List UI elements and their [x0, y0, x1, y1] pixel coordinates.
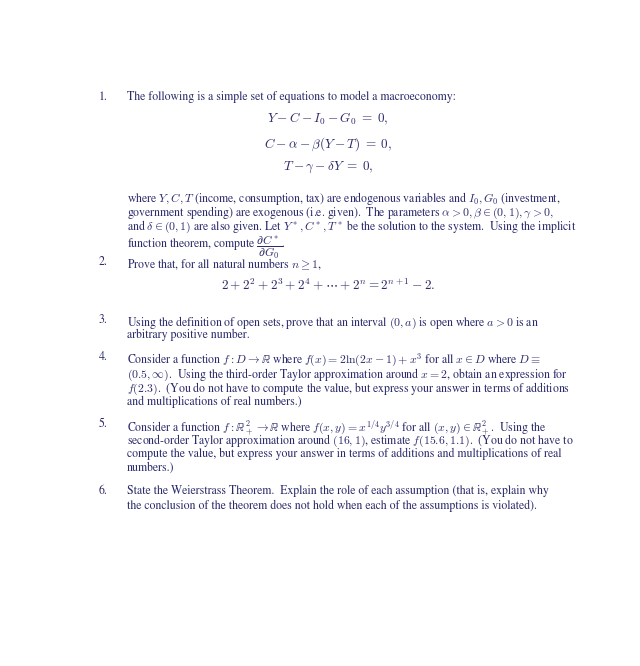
Text: compute the value, but express your answer in terms of additions and multiplicat: compute the value, but express your answ… [127, 448, 562, 460]
Text: The following is a simple set of equations to model a macroeconomy:: The following is a simple set of equatio… [127, 91, 456, 103]
Text: Consider a function $f : D \to \mathbb{R}$ where $f(x) = 2\ln(2x-1) + x^3$ for a: Consider a function $f : D \to \mathbb{R… [127, 352, 541, 369]
Text: numbers.): numbers.) [127, 462, 175, 474]
Text: government spending) are exogenous (i.e. given).  The parameters $\alpha > 0, \b: government spending) are exogenous (i.e.… [127, 204, 554, 221]
Text: and multiplications of real numbers.): and multiplications of real numbers.) [127, 396, 301, 408]
Text: $T - \gamma - \delta Y \;=\; 0,$: $T - \gamma - \delta Y \;=\; 0,$ [283, 161, 373, 175]
Text: second-order Taylor approximation around $(16,1)$, estimate $f(15.6, 1.1)$.  (Yo: second-order Taylor approximation around… [127, 433, 573, 450]
Text: Using the definition of open sets, prove that an interval $(0, a)$ is open where: Using the definition of open sets, prove… [127, 314, 539, 330]
Text: State the Weierstrass Theorem.  Explain the role of each assumption (that is, ex: State the Weierstrass Theorem. Explain t… [127, 485, 549, 497]
Text: 1.: 1. [99, 91, 108, 103]
Text: arbitrary positive number.: arbitrary positive number. [127, 329, 250, 341]
Text: $(0.5, \infty)$.  Using the third-order Taylor approximation around $x = 2$, obt: $(0.5, \infty)$. Using the third-order T… [127, 366, 568, 382]
Text: 6.: 6. [99, 485, 108, 497]
Text: and $\delta \in (0,1)$ are also given. Let $Y^*, C^*, T^*$ be the solution to th: and $\delta \in (0,1)$ are also given. L… [127, 219, 577, 236]
Text: $C - \alpha - \beta(Y - T) \;=\; 0,$: $C - \alpha - \beta(Y - T) \;=\; 0,$ [264, 136, 392, 153]
Text: $Y - C - I_0 - G_0 \;=\; 0,$: $Y - C - I_0 - G_0 \;=\; 0,$ [268, 111, 388, 127]
Text: $2 + 2^2 + 2^3 + 2^4 + \cdots + 2^n = 2^{n+1} - 2.$: $2 + 2^2 + 2^3 + 2^4 + \cdots + 2^n = 2^… [221, 276, 435, 292]
Text: where $Y, C, T$ (income, consumption, tax) are endogenous variables and $I_0, G_: where $Y, C, T$ (income, consumption, ta… [127, 190, 561, 207]
Text: Consider a function $f : \mathbb{R}^2_+ \to \mathbb{R}$ where $f(x,y) = x^{1/4}y: Consider a function $f : \mathbb{R}^2_+ … [127, 418, 547, 438]
Text: 4.: 4. [99, 352, 108, 364]
Text: $f(2.3)$.  (You do not have to compute the value, but express your answer in ter: $f(2.3)$. (You do not have to compute th… [127, 381, 570, 397]
Text: 5.: 5. [99, 418, 108, 430]
Text: 3.: 3. [99, 314, 108, 326]
Text: Prove that, for all natural numbers $n \geq 1$,: Prove that, for all natural numbers $n \… [127, 256, 322, 272]
Text: function theorem, compute $\dfrac{\partial C^*}{\partial G_0}$.: function theorem, compute $\dfrac{\parti… [127, 234, 286, 262]
Text: 2.: 2. [99, 256, 108, 268]
Text: the conclusion of the theorem does not hold when each of the assumptions is viol: the conclusion of the theorem does not h… [127, 500, 537, 512]
